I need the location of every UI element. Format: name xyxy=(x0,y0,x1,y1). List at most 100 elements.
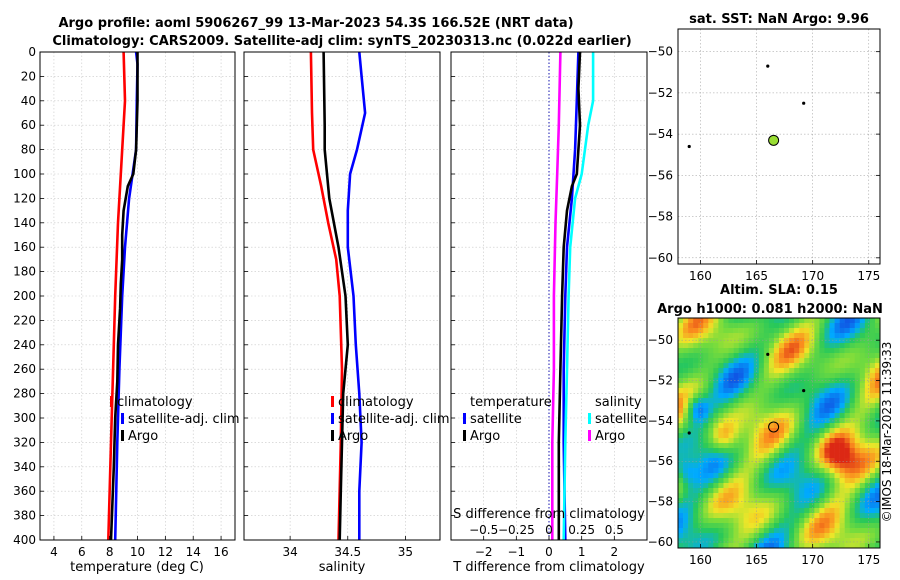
sla-cell xyxy=(794,433,800,439)
sla-cell xyxy=(678,483,684,489)
legend-label-argo: Argo xyxy=(338,429,368,444)
sla-cell xyxy=(743,348,749,354)
sla-cell xyxy=(733,508,739,514)
sla-cell xyxy=(839,458,845,464)
sla-cell xyxy=(829,533,835,539)
sla-cell xyxy=(829,338,835,344)
sla-cell xyxy=(839,328,845,334)
sla-cell xyxy=(829,343,835,349)
sla-cell xyxy=(748,358,755,364)
sla-cell xyxy=(814,508,820,514)
sla-cell xyxy=(693,443,699,449)
sla-cell xyxy=(688,428,694,434)
sla-cell xyxy=(758,533,765,539)
sla-cell xyxy=(839,408,845,414)
sla-cell xyxy=(683,333,689,339)
sla-cell xyxy=(874,468,881,474)
sla-cell xyxy=(693,488,699,494)
sla-cell xyxy=(864,523,871,529)
sla-cell xyxy=(779,483,785,489)
sla-cell xyxy=(849,318,856,324)
sla-cell xyxy=(789,388,795,394)
sla-cell xyxy=(859,493,866,499)
sla-cell xyxy=(799,498,805,504)
sla-cell xyxy=(773,448,780,454)
sla-cell xyxy=(809,318,815,324)
sla-cell xyxy=(738,373,744,379)
sla-cell xyxy=(718,328,724,334)
sla-cell xyxy=(733,438,739,444)
sla-cell xyxy=(713,413,719,419)
sla-cell xyxy=(784,348,790,354)
sla-cell xyxy=(824,488,830,494)
sla-cell xyxy=(683,368,689,374)
sla-cell xyxy=(844,433,850,439)
sla-cell xyxy=(763,508,770,514)
sla-cell xyxy=(779,398,785,404)
sla-cell xyxy=(844,453,850,459)
sla-cell xyxy=(794,368,800,374)
sla-cell xyxy=(859,408,866,414)
sla-cell xyxy=(809,393,815,399)
sla-cell xyxy=(809,473,815,479)
sla-cell xyxy=(728,338,734,344)
salinity-panel: 34 34.5 35 salinity climatology satellite-… xyxy=(243,51,450,575)
sla-cell xyxy=(713,518,719,524)
sla-cell xyxy=(758,328,765,334)
sla-cell xyxy=(839,323,845,329)
sla-cell xyxy=(809,323,815,329)
sla-cell xyxy=(698,528,704,534)
sla-cell xyxy=(814,408,820,414)
sla-cell xyxy=(804,333,810,339)
sla-cell xyxy=(859,318,866,324)
sla-cell xyxy=(824,393,830,399)
sla-cell xyxy=(844,363,850,369)
sla-cell xyxy=(799,388,805,394)
sla-cell xyxy=(834,513,840,519)
sla-cell xyxy=(718,383,724,389)
sla-cell xyxy=(753,483,760,489)
sla-cell xyxy=(768,473,775,479)
sla-cell xyxy=(869,478,876,484)
sla-cell xyxy=(829,413,835,419)
sla-cell xyxy=(723,348,729,354)
sla-cell xyxy=(773,403,780,409)
sla-cell xyxy=(773,388,780,394)
sla-cell xyxy=(728,493,734,499)
sla-cell xyxy=(743,413,749,419)
sla-cell xyxy=(748,468,755,474)
sla-cell xyxy=(874,533,881,539)
map-x-tick-label: 165 xyxy=(745,553,768,567)
series-line-argo xyxy=(109,52,139,541)
sla-cell xyxy=(733,383,739,389)
sla-cell xyxy=(723,463,729,469)
sla-cell xyxy=(688,528,694,534)
sla-cell xyxy=(789,418,795,424)
sla-cell xyxy=(763,368,770,374)
sla-cell xyxy=(854,433,861,439)
sla-cell xyxy=(728,483,734,489)
sla-cell xyxy=(763,503,770,509)
sla-cell xyxy=(678,533,684,539)
sla-cell xyxy=(824,368,830,374)
sla-cell xyxy=(758,368,765,374)
sla-cell xyxy=(758,468,765,474)
sla-cell xyxy=(789,493,795,499)
sla-cell xyxy=(859,538,866,544)
sla-cell xyxy=(763,493,770,499)
sla-cell xyxy=(743,318,749,324)
sla-cell xyxy=(779,343,785,349)
sla-cell xyxy=(854,353,861,359)
sla-cell xyxy=(718,473,724,479)
sla-cell xyxy=(814,478,820,484)
sla-cell xyxy=(738,463,744,469)
sla-cell xyxy=(733,393,739,399)
sla-cell xyxy=(809,433,815,439)
sla-cell xyxy=(723,333,729,339)
sla-cell xyxy=(733,318,739,324)
sla-cell xyxy=(698,523,704,529)
sla-cell xyxy=(693,433,699,439)
sla-cell xyxy=(794,373,800,379)
sla-cell xyxy=(743,508,749,514)
sla-cell xyxy=(728,323,734,329)
